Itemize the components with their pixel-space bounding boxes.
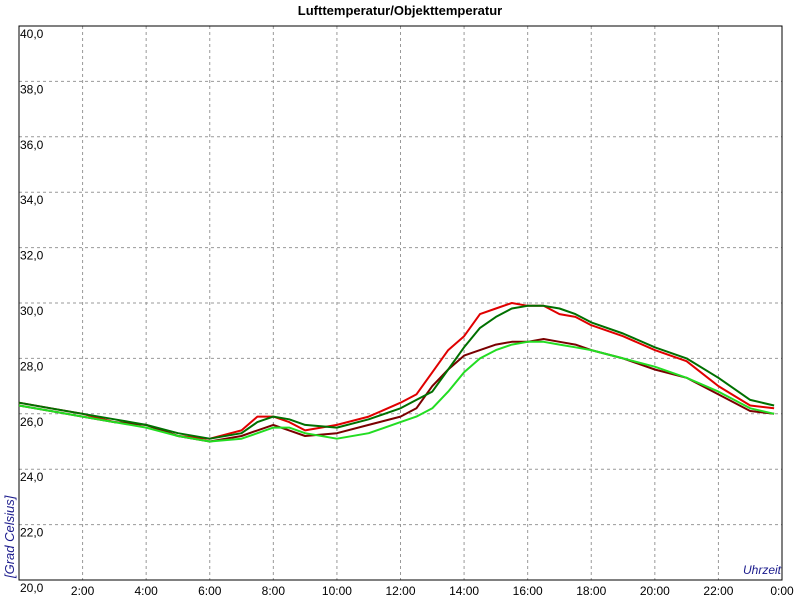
y-tick-label: 28,0 [20, 359, 44, 373]
chart-title: Lufttemperatur/Objekttemperatur [298, 3, 502, 18]
data-line [18, 304, 775, 440]
x-tick-label: 22:00 [703, 584, 733, 598]
x-tick-label: 2:00 [71, 584, 95, 598]
y-tick-label: 36,0 [20, 138, 44, 152]
y-tick-label: 32,0 [20, 249, 44, 263]
y-tick-label: 24,0 [20, 470, 44, 484]
y-tick-label: 38,0 [20, 82, 44, 96]
x-tick-label: 12:00 [385, 584, 415, 598]
x-tick-label: 20:00 [640, 584, 670, 598]
y-tick-label: 40,0 [20, 27, 44, 41]
x-tick-label: 18:00 [576, 584, 606, 598]
x-tick-label: 0:00 [770, 584, 794, 598]
y-tick-label: 20,0 [20, 581, 44, 595]
x-tick-label: 4:00 [134, 584, 158, 598]
x-tick-label: 10:00 [322, 584, 352, 598]
y-tick-label: 22,0 [20, 526, 44, 540]
y-axis-label: [Grad Celsius] [2, 495, 17, 579]
y-tick-label: 26,0 [20, 415, 44, 429]
x-axis-label: Uhrzeit [743, 563, 782, 577]
data-line [18, 340, 775, 443]
plot-frame [18, 25, 783, 581]
y-tick-label: 30,0 [20, 304, 44, 318]
x-tick-label: 8:00 [262, 584, 286, 598]
x-tick-label: 14:00 [449, 584, 479, 598]
x-tick-label: 16:00 [513, 584, 543, 598]
y-tick-label: 34,0 [20, 193, 44, 207]
x-tick-label: 6:00 [198, 584, 222, 598]
